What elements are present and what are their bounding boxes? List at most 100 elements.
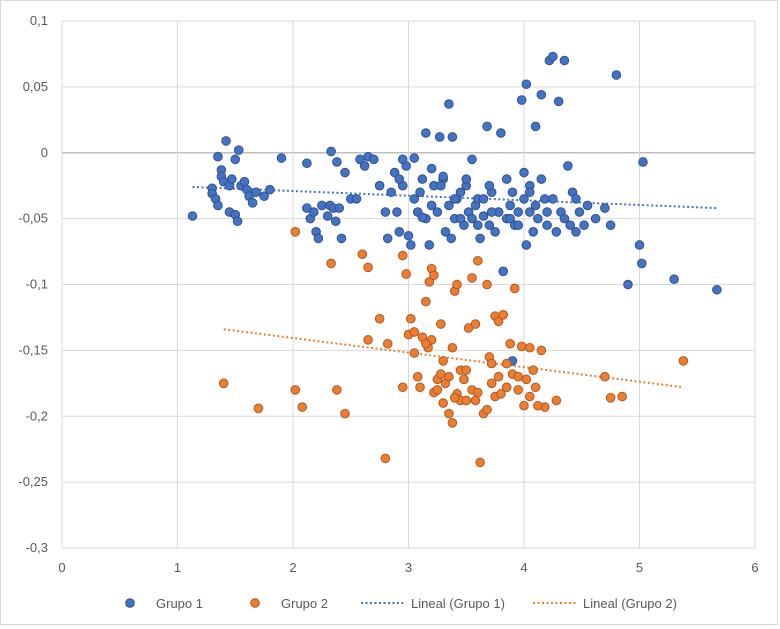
grupo-2-point	[438, 356, 448, 366]
grupo-2-point	[524, 342, 535, 353]
grupo-2-point	[470, 319, 481, 329]
grupo-2-point	[496, 389, 506, 399]
grupo-2-point	[438, 398, 448, 408]
grupo-1-point	[582, 200, 593, 211]
grupo-2-point	[600, 371, 610, 382]
grupo-1-point	[406, 240, 416, 250]
grupo-1-point	[440, 227, 451, 237]
x-tick-label: 5	[636, 560, 643, 575]
grupo-1-point	[634, 240, 645, 250]
grupo-1-point	[221, 136, 231, 146]
grupo-1-point	[712, 284, 722, 295]
grupo-1-point	[478, 194, 489, 204]
grupo-2-point	[473, 255, 483, 266]
grupo-1-point	[548, 51, 558, 62]
x-tick-label: 6	[751, 560, 758, 575]
grupo-1-point	[579, 220, 589, 231]
grupo-1-point	[415, 187, 425, 198]
grupo-2-point	[406, 313, 416, 324]
grupo-2-point	[461, 365, 472, 375]
grupo-1-point	[374, 180, 385, 191]
grupo-1-point	[638, 157, 648, 167]
grupo-1-point	[444, 99, 454, 109]
grupo-1-point	[482, 121, 492, 132]
grupo-1-point	[513, 220, 524, 231]
grupo-1-point	[317, 200, 327, 211]
grupo-1-point	[455, 213, 466, 224]
x-tick-label: 2	[289, 560, 296, 575]
grupo-1-point	[461, 174, 472, 184]
grupo-2-point	[374, 313, 385, 324]
grupo-1-point	[230, 154, 241, 165]
y-tick-label: -0,25	[18, 474, 48, 489]
grupo-2-point	[493, 371, 504, 382]
grupo-1-point	[467, 213, 477, 224]
grupo-1-point	[233, 145, 244, 155]
legend-label-grupo-1: Grupo 1	[156, 596, 203, 611]
grupo-2-point	[501, 382, 512, 393]
grupo-1-point	[382, 233, 393, 244]
grupo-2-point	[530, 382, 541, 393]
grupo-1-point	[322, 211, 333, 221]
grupo-1-point	[409, 153, 420, 163]
grupo-1-point	[513, 207, 524, 217]
grupo-2-point	[447, 418, 458, 428]
grupo-2-point	[470, 395, 481, 406]
grupo-1-point	[519, 167, 529, 178]
grupo-2-point	[382, 338, 393, 349]
grupo-2-point	[486, 358, 497, 369]
grupo-1-point	[438, 171, 448, 182]
grupo-1-point	[524, 187, 535, 198]
grupo-2-point	[449, 393, 460, 403]
grupo-2-point	[380, 453, 391, 464]
grupo-1-point	[409, 194, 420, 204]
y-tick-label: -0,2	[26, 408, 48, 423]
grupo-1-point	[302, 158, 312, 169]
grupo-1-point	[213, 151, 223, 162]
grupo-1-point	[536, 89, 547, 100]
grupo-1-point	[501, 174, 512, 184]
grupo-2-point	[533, 400, 543, 411]
grupo-1-point	[426, 163, 437, 174]
grupo-2-point	[551, 395, 562, 406]
grupo-2-point	[332, 385, 342, 395]
grupo-2-point	[444, 371, 454, 382]
grupo-1-point	[571, 194, 581, 204]
grupo-2-point	[253, 403, 264, 414]
grupo-1-point	[213, 200, 223, 211]
grupo-2-point	[436, 369, 446, 379]
grupo-2-point	[429, 270, 439, 281]
grupo-1-point	[226, 174, 237, 184]
grupo-2-point	[397, 382, 408, 393]
grupo-2-point	[501, 358, 512, 369]
grupo-1-point	[473, 220, 483, 231]
grupo-2-point	[461, 395, 472, 406]
grupo-1-point	[530, 200, 541, 211]
grupo-1-point	[436, 180, 446, 191]
grupo-2-point	[473, 387, 483, 398]
y-tick-label: -0,1	[26, 277, 48, 292]
grupo-1-point	[507, 187, 518, 198]
grupo-1-point	[521, 79, 532, 90]
grupo-1-point	[386, 187, 396, 198]
grupo-1-point	[403, 230, 414, 241]
grupo-2-point	[415, 382, 425, 393]
grupo-1-point	[563, 161, 573, 171]
grupo-1-point	[496, 128, 506, 138]
grupo-2-point	[528, 365, 539, 375]
grupo-1-point	[505, 200, 515, 211]
grupo-2-point	[452, 279, 462, 290]
grupo-1-point	[533, 213, 543, 224]
grupo-1-point	[265, 184, 275, 195]
grupo-2-point	[482, 404, 492, 415]
grupo-1-point	[611, 70, 622, 80]
grupo-2-point	[493, 316, 504, 327]
grupo-2-point	[447, 342, 458, 353]
grupo-1-point	[369, 154, 379, 165]
grupo-1-point	[380, 207, 391, 217]
grupo-1-point	[389, 167, 400, 178]
grupo-1-point	[542, 207, 552, 217]
grupo-1-point	[351, 194, 362, 204]
grupo-1-point	[530, 121, 541, 132]
grupo-2-point	[363, 335, 373, 345]
